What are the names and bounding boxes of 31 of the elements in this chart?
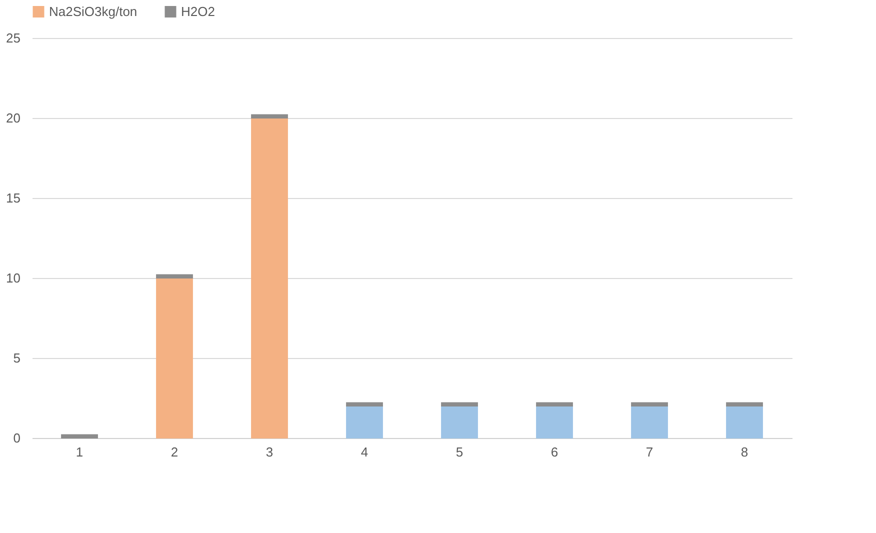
bar — [726, 406, 763, 438]
y-tick-label: 5 — [13, 350, 20, 366]
bar — [536, 402, 573, 406]
x-tick-label: 6 — [550, 444, 558, 460]
bar — [346, 406, 383, 438]
bar — [631, 402, 668, 406]
bar — [61, 434, 98, 438]
bar — [251, 118, 288, 438]
y-tick-label: 25 — [6, 30, 20, 46]
legend-label: Na2SiO3kg/ton — [49, 4, 138, 19]
x-tick-label: 2 — [170, 444, 178, 460]
x-tick-label: 8 — [740, 444, 748, 460]
x-tick-label: 4 — [360, 444, 368, 460]
legend-label: H2O2 — [181, 4, 215, 19]
y-tick-label: 20 — [6, 110, 20, 126]
bar — [156, 274, 193, 278]
bar — [536, 406, 573, 438]
y-tick-label: 0 — [13, 430, 20, 446]
x-tick-label: 7 — [646, 444, 654, 460]
bar — [441, 402, 478, 406]
x-tick-label: 5 — [456, 444, 464, 460]
bar — [251, 114, 288, 118]
y-tick-label: 10 — [6, 270, 20, 286]
bar — [726, 402, 763, 406]
bar — [156, 278, 193, 438]
bar — [346, 402, 383, 406]
x-tick-label: 3 — [266, 444, 274, 460]
x-tick-label: 1 — [76, 444, 84, 460]
bar — [631, 406, 668, 438]
bar — [441, 406, 478, 438]
y-tick-label: 15 — [6, 190, 20, 206]
